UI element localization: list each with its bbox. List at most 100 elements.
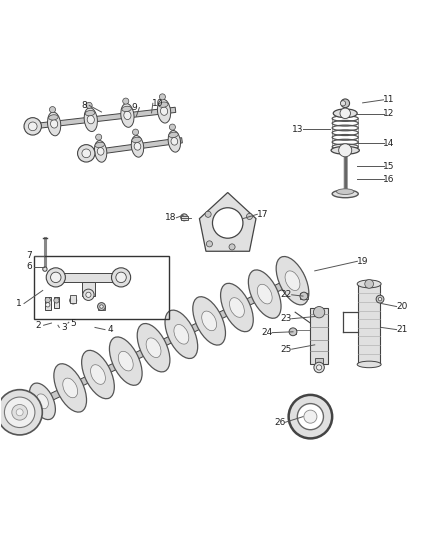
Bar bbox=[181, 215, 187, 220]
Circle shape bbox=[86, 102, 92, 108]
Ellipse shape bbox=[171, 138, 178, 145]
Circle shape bbox=[0, 390, 42, 435]
Ellipse shape bbox=[165, 310, 198, 359]
Circle shape bbox=[54, 298, 59, 303]
Text: 18: 18 bbox=[166, 213, 177, 222]
Text: 14: 14 bbox=[383, 139, 395, 148]
Ellipse shape bbox=[248, 270, 281, 318]
Ellipse shape bbox=[257, 284, 272, 304]
Bar bbox=[53, 297, 59, 308]
Text: 20: 20 bbox=[396, 302, 407, 311]
Text: 9: 9 bbox=[131, 103, 137, 112]
Ellipse shape bbox=[357, 280, 381, 288]
Ellipse shape bbox=[285, 271, 300, 290]
Circle shape bbox=[229, 244, 235, 250]
Circle shape bbox=[304, 410, 317, 423]
Ellipse shape bbox=[95, 142, 105, 148]
Text: 23: 23 bbox=[281, 314, 292, 323]
Text: 13: 13 bbox=[292, 125, 303, 134]
Circle shape bbox=[12, 405, 28, 420]
Circle shape bbox=[28, 122, 37, 131]
Circle shape bbox=[45, 297, 50, 303]
Circle shape bbox=[181, 214, 187, 221]
Circle shape bbox=[289, 395, 332, 439]
Ellipse shape bbox=[131, 135, 144, 157]
Polygon shape bbox=[18, 272, 305, 415]
Polygon shape bbox=[51, 273, 127, 282]
Ellipse shape bbox=[202, 311, 216, 331]
Circle shape bbox=[43, 267, 47, 271]
Ellipse shape bbox=[124, 111, 131, 119]
Ellipse shape bbox=[193, 297, 226, 345]
Circle shape bbox=[95, 134, 102, 140]
Ellipse shape bbox=[47, 112, 61, 136]
Ellipse shape bbox=[331, 147, 359, 154]
Circle shape bbox=[116, 272, 126, 282]
Circle shape bbox=[205, 211, 211, 217]
Bar bbox=[311, 308, 328, 365]
Circle shape bbox=[317, 365, 322, 370]
Ellipse shape bbox=[168, 131, 180, 152]
Text: 3: 3 bbox=[62, 323, 67, 332]
Ellipse shape bbox=[159, 102, 168, 107]
Text: 11: 11 bbox=[383, 95, 395, 104]
Ellipse shape bbox=[332, 190, 358, 198]
Text: 7: 7 bbox=[26, 251, 32, 260]
Circle shape bbox=[289, 328, 297, 336]
Ellipse shape bbox=[97, 148, 104, 155]
Text: 4: 4 bbox=[107, 325, 113, 334]
Text: 6: 6 bbox=[26, 262, 32, 271]
Ellipse shape bbox=[157, 99, 171, 123]
Circle shape bbox=[170, 124, 176, 130]
Circle shape bbox=[78, 144, 95, 162]
Ellipse shape bbox=[121, 103, 134, 127]
Ellipse shape bbox=[174, 325, 189, 344]
Circle shape bbox=[123, 98, 129, 104]
Ellipse shape bbox=[137, 324, 170, 372]
Text: 26: 26 bbox=[274, 418, 286, 427]
Ellipse shape bbox=[169, 132, 178, 138]
Circle shape bbox=[70, 297, 77, 304]
Bar bbox=[290, 329, 297, 334]
Text: 19: 19 bbox=[357, 257, 368, 266]
Circle shape bbox=[297, 403, 323, 430]
Ellipse shape bbox=[276, 256, 309, 305]
Ellipse shape bbox=[54, 364, 87, 412]
Circle shape bbox=[98, 303, 106, 310]
Ellipse shape bbox=[122, 106, 131, 111]
Text: 16: 16 bbox=[383, 175, 395, 184]
Circle shape bbox=[340, 101, 346, 106]
Text: 5: 5 bbox=[71, 319, 76, 328]
Circle shape bbox=[314, 362, 324, 373]
Ellipse shape bbox=[357, 361, 381, 368]
Bar bbox=[70, 295, 76, 303]
Ellipse shape bbox=[336, 189, 354, 195]
Ellipse shape bbox=[63, 378, 78, 398]
Polygon shape bbox=[82, 282, 95, 296]
Circle shape bbox=[206, 241, 212, 247]
Bar bbox=[34, 256, 169, 319]
Ellipse shape bbox=[87, 116, 94, 124]
Ellipse shape bbox=[160, 107, 168, 115]
Circle shape bbox=[4, 397, 35, 427]
Text: 2: 2 bbox=[35, 321, 41, 330]
Circle shape bbox=[340, 108, 350, 118]
Circle shape bbox=[376, 295, 384, 303]
Ellipse shape bbox=[95, 141, 107, 162]
Circle shape bbox=[159, 94, 166, 100]
Text: 15: 15 bbox=[383, 162, 395, 171]
Polygon shape bbox=[32, 107, 176, 129]
Text: 1: 1 bbox=[16, 299, 21, 308]
Circle shape bbox=[112, 268, 131, 287]
Circle shape bbox=[247, 213, 253, 220]
Circle shape bbox=[365, 279, 374, 288]
Text: 21: 21 bbox=[396, 325, 407, 334]
Circle shape bbox=[314, 306, 325, 318]
Ellipse shape bbox=[49, 115, 58, 120]
Circle shape bbox=[378, 297, 382, 301]
Polygon shape bbox=[86, 138, 182, 156]
Circle shape bbox=[300, 292, 308, 300]
Ellipse shape bbox=[230, 297, 244, 317]
Circle shape bbox=[82, 149, 91, 158]
Ellipse shape bbox=[85, 110, 95, 116]
